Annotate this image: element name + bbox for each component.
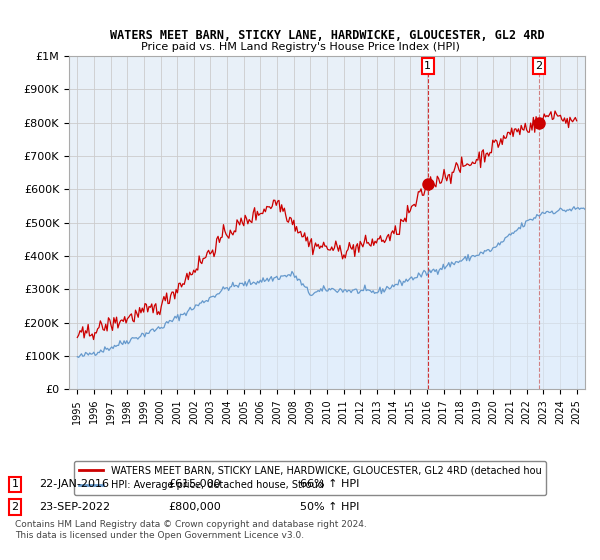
Title: WATERS MEET BARN, STICKY LANE, HARDWICKE, GLOUCESTER, GL2 4RD: WATERS MEET BARN, STICKY LANE, HARDWICKE… bbox=[110, 29, 544, 43]
Text: 22-JAN-2016: 22-JAN-2016 bbox=[39, 479, 109, 489]
Text: 1: 1 bbox=[11, 479, 19, 489]
Text: 1: 1 bbox=[424, 61, 431, 71]
Text: £615,000: £615,000 bbox=[168, 479, 221, 489]
Text: 66% ↑ HPI: 66% ↑ HPI bbox=[300, 479, 359, 489]
Legend: WATERS MEET BARN, STICKY LANE, HARDWICKE, GLOUCESTER, GL2 4RD (detached hou, HPI: WATERS MEET BARN, STICKY LANE, HARDWICKE… bbox=[74, 461, 547, 495]
Text: Contains HM Land Registry data © Crown copyright and database right 2024.: Contains HM Land Registry data © Crown c… bbox=[15, 520, 367, 529]
Text: Price paid vs. HM Land Registry's House Price Index (HPI): Price paid vs. HM Land Registry's House … bbox=[140, 42, 460, 52]
Text: 2: 2 bbox=[11, 502, 19, 512]
Text: This data is licensed under the Open Government Licence v3.0.: This data is licensed under the Open Gov… bbox=[15, 531, 304, 540]
Text: £800,000: £800,000 bbox=[168, 502, 221, 512]
Text: 23-SEP-2022: 23-SEP-2022 bbox=[39, 502, 110, 512]
Text: 2: 2 bbox=[535, 61, 542, 71]
Text: 50% ↑ HPI: 50% ↑ HPI bbox=[300, 502, 359, 512]
